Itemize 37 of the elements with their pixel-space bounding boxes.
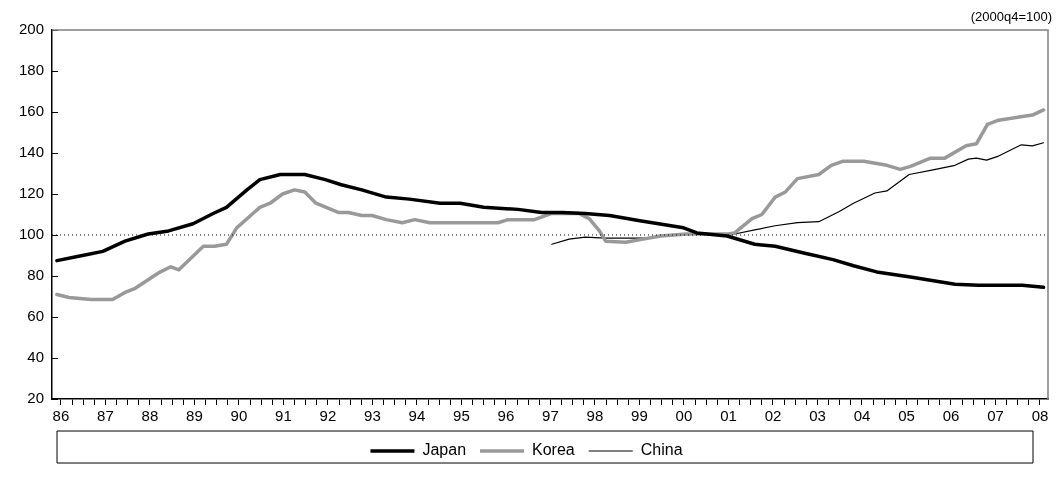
y-tick-label: 40 (27, 348, 45, 366)
y-tick-label: 200 (19, 20, 45, 38)
legend-label: Korea (532, 441, 575, 459)
x-tick-label: 03 (809, 407, 826, 425)
x-tick-label: 86 (52, 407, 70, 425)
x-tick-label: 01 (720, 407, 737, 425)
y-tick-label: 180 (19, 61, 45, 79)
x-tick-label: 87 (97, 407, 114, 425)
x-tick-label: 95 (453, 407, 470, 425)
y-tick-label: 80 (27, 266, 45, 284)
y-tick-label: 60 (27, 307, 45, 325)
x-tick-label: 91 (275, 407, 292, 425)
y-tick-label: 100 (19, 225, 45, 243)
x-tick-label: 04 (853, 407, 871, 425)
legend-label: Japan (422, 441, 467, 459)
y-tick-label: 140 (19, 143, 45, 161)
x-tick-label: 00 (675, 407, 693, 425)
x-tick-label: 89 (186, 407, 203, 425)
x-tick-label: 06 (942, 407, 960, 425)
x-tick-label: 07 (987, 407, 1004, 425)
x-tick-label: 97 (542, 407, 559, 425)
x-tick-label: 08 (1031, 407, 1049, 425)
x-tick-label: 92 (319, 407, 337, 425)
x-tick-label: 96 (497, 407, 515, 425)
legend-label: China (640, 441, 683, 459)
y-tick-label: 160 (19, 102, 45, 120)
x-tick-label: 05 (898, 407, 915, 425)
x-tick-label: 99 (631, 407, 648, 425)
x-tick-label: 98 (586, 407, 604, 425)
y-tick-label: 120 (19, 184, 45, 202)
x-tick-label: 93 (364, 407, 381, 425)
text: (2000q4=100) (970, 9, 1052, 25)
x-tick-label: 94 (408, 407, 426, 425)
x-tick-label: 88 (141, 407, 159, 425)
y-tick-label: 20 (27, 389, 45, 407)
x-tick-label: 02 (764, 407, 782, 425)
x-tick-label: 90 (230, 407, 248, 425)
